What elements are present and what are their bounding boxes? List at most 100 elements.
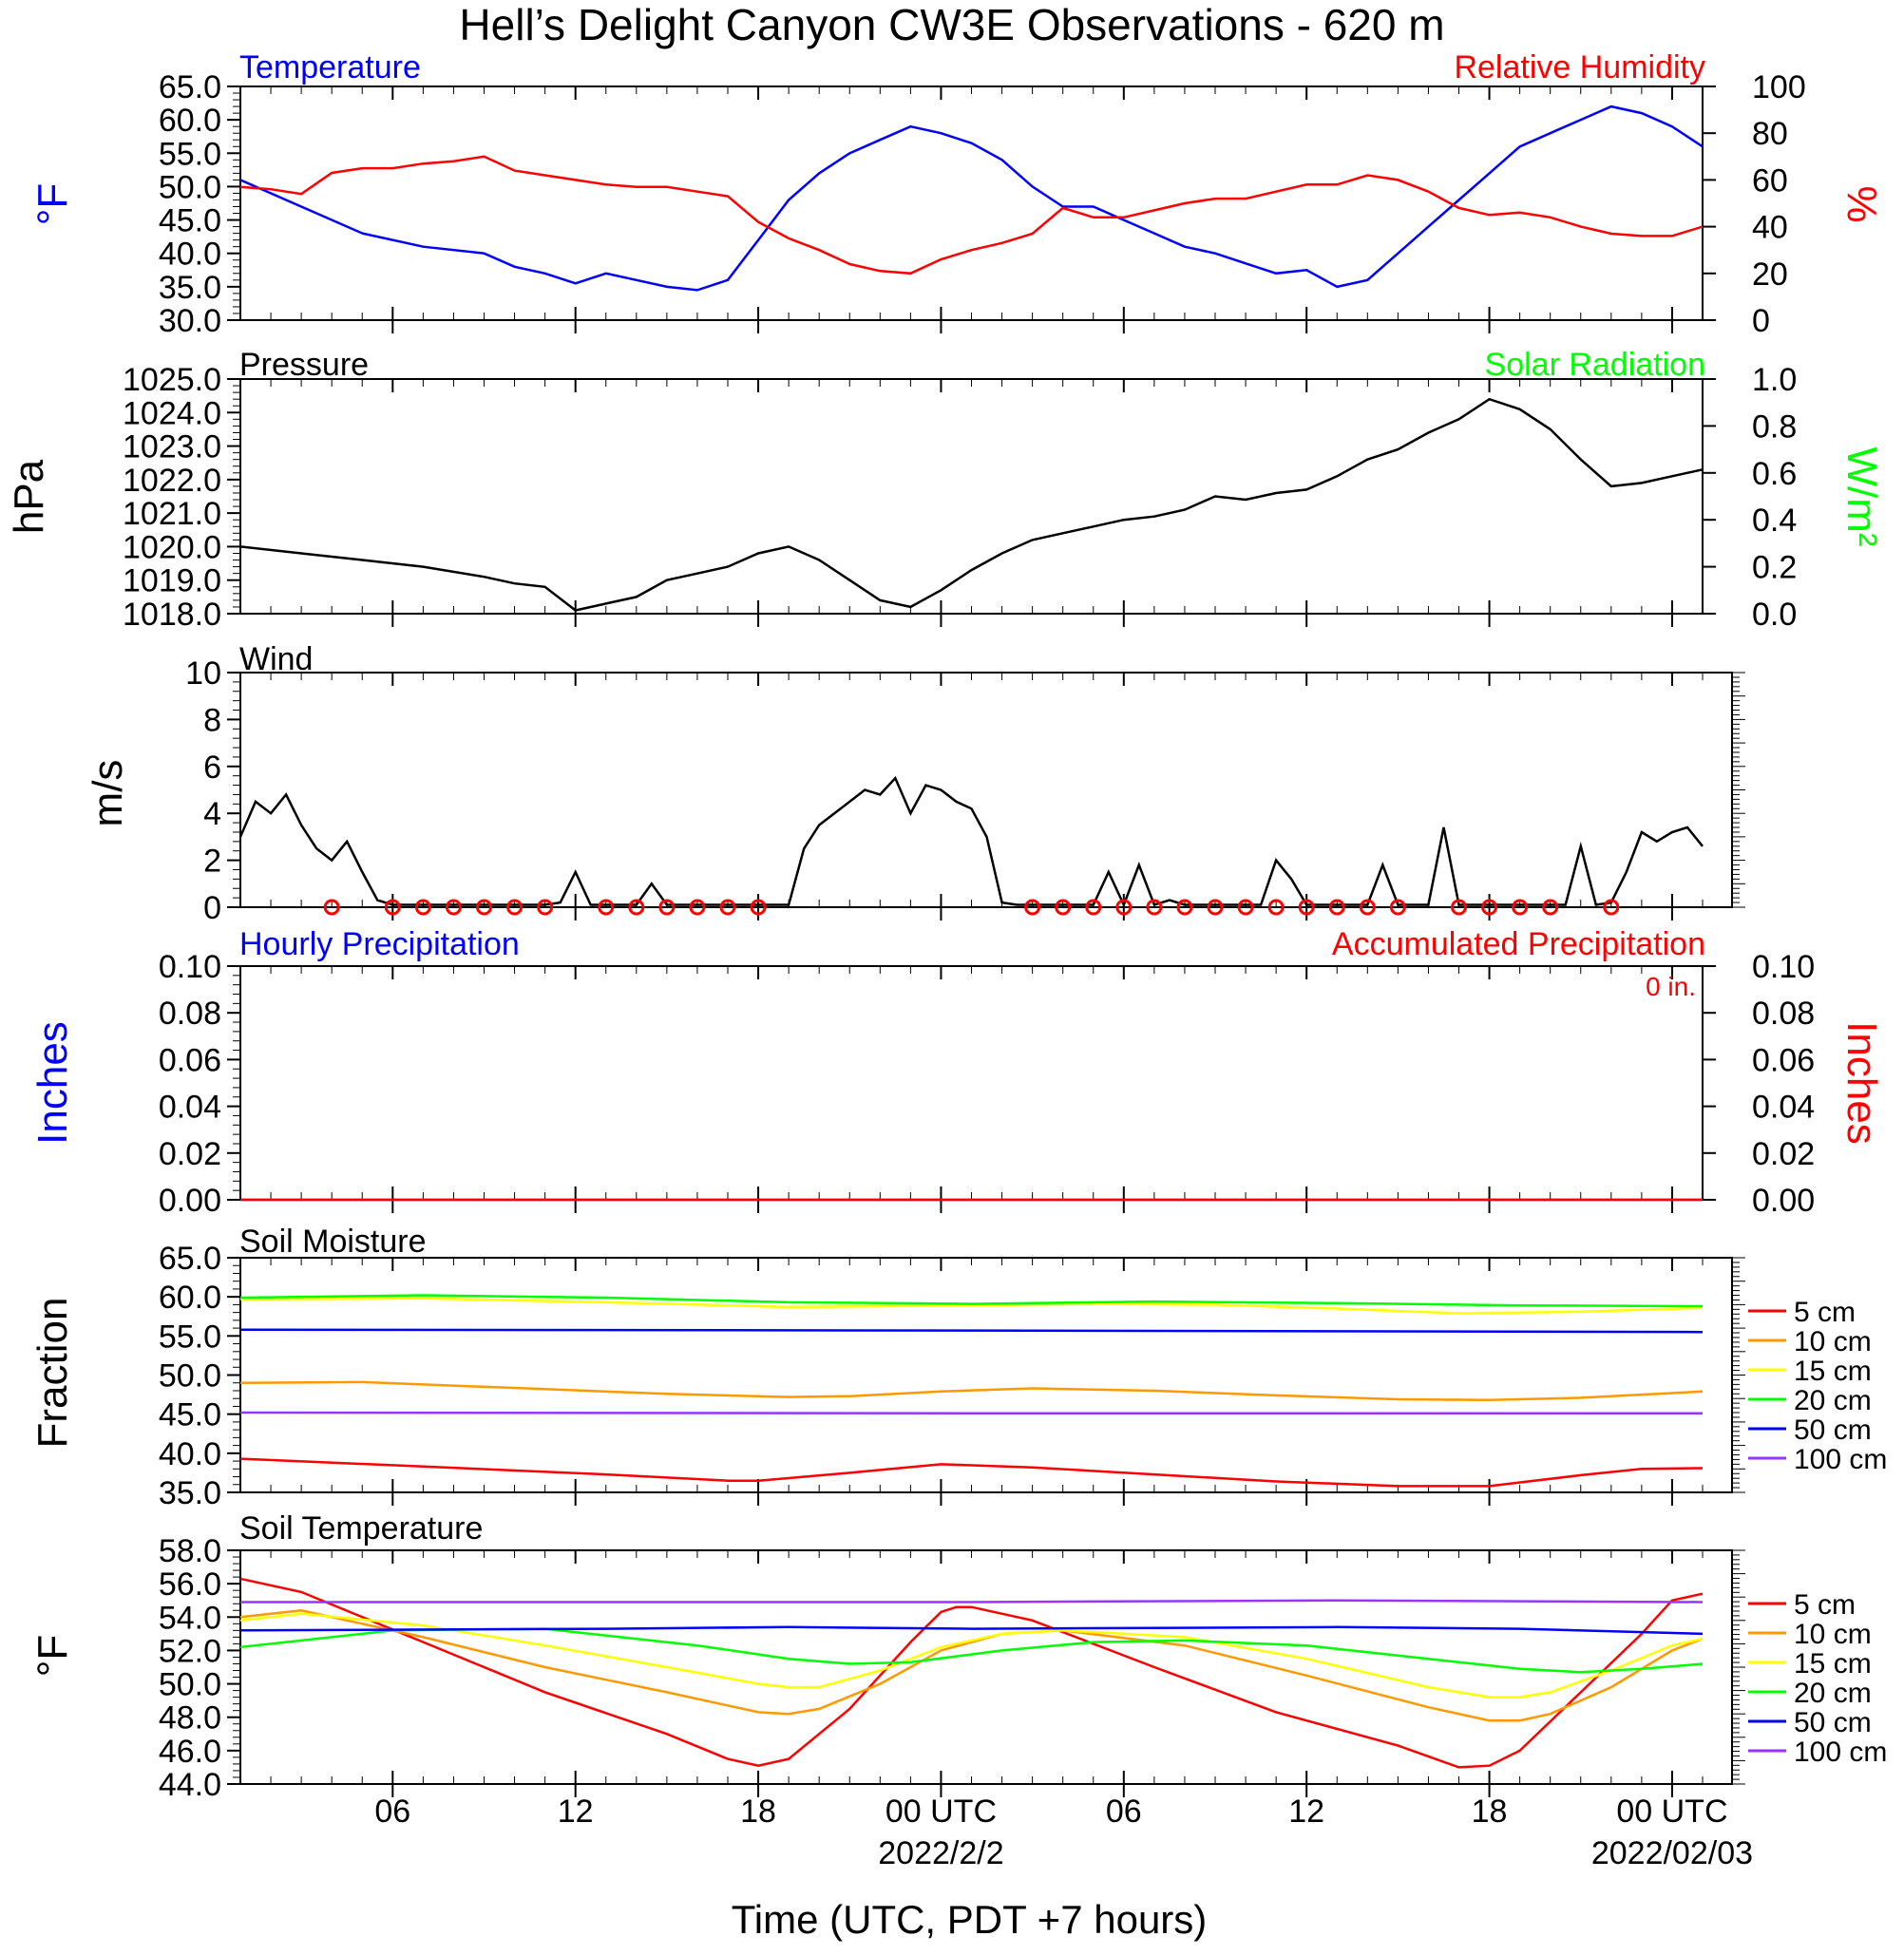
wind-calm-marker [1055,899,1072,916]
wind-calm-marker [1024,899,1041,916]
soil_moisture-frame [239,1257,1733,1493]
pressure-left-tick-label: 1019.0 [123,563,221,599]
temperature-left-tick-label: 35.0 [159,270,221,306]
soil_moisture-series-50-cm [239,1328,1704,1334]
precip-right-tick-label: 0.02 [1752,1136,1815,1172]
precip-left-tick-label: 0.06 [159,1042,221,1078]
temperature-right-tick-label: 100 [1752,69,1806,105]
wind-calm-marker [1298,899,1315,916]
wind-calm-marker [628,899,645,916]
soil_moisture-left-tick-label: 50.0 [159,1358,221,1395]
wind-calm-marker [414,899,431,916]
temperature-left-tick-label: 65.0 [159,69,221,105]
soil_moisture-legend-label: 10 cm [1794,1326,1872,1357]
wind-calm-marker [506,899,524,916]
wind-calm-marker [1451,899,1467,916]
soil_temperature-left-tick-label: 50.0 [159,1667,221,1703]
soil_temperature-legend-label: 15 cm [1794,1648,1872,1680]
temperature-series-relative-humidity [239,155,1704,275]
soil_moisture-legend-label: 15 cm [1794,1356,1872,1387]
soil_temperature-legend-label: 100 cm [1794,1737,1887,1768]
soil_moisture-series-5-cm [239,1457,1704,1488]
precip-right-tick-label: 0.08 [1752,996,1815,1032]
soil-moisture-unit: Fraction [29,1298,76,1449]
soil_moisture-left-tick-label: 55.0 [159,1319,221,1355]
soil_temperature-legend-label: 20 cm [1794,1678,1872,1709]
pressure-right-tick-label: 0.2 [1752,550,1797,586]
temperature-frame [239,85,1704,321]
precip-left-tick-label: 0.10 [159,949,221,985]
precip-right-tick-label: 0.10 [1752,949,1815,985]
soil_moisture-left-tick-label: 35.0 [159,1475,221,1511]
pressure-left-tick-label: 1020.0 [123,529,221,565]
soil_moisture-series-20-cm [239,1294,1704,1308]
wind-calm-marker [1542,899,1559,916]
wind-calm-marker [1389,899,1406,916]
temperature-right-tick-label: 60 [1752,162,1788,199]
soil_temperature-series-100-cm [240,1599,1704,1604]
wind-calm-marker [1085,899,1102,916]
wind-calm-marker [323,899,340,916]
wind-left-tick-label: 8 [203,702,221,738]
wind-title: Wind [239,641,313,677]
wind-calm-marker [537,899,554,916]
soil-moisture-title: Soil Moisture [239,1224,427,1260]
precip-right-tick-label: 0.00 [1752,1183,1815,1219]
soil_moisture-series-15-cm [239,1297,1704,1315]
precip-left-tick-label: 0.02 [159,1136,221,1172]
soil_moisture-left-tick-label: 45.0 [159,1397,221,1433]
soil_temperature-series-50-cm [239,1625,1704,1636]
soil_temperature-left-tick-label: 58.0 [159,1533,221,1569]
pressure-series-pressure [239,397,1704,612]
chart-title: Hell’s Delight Canyon CW3E Observations … [459,0,1444,49]
pressure-left-tick-label: 1025.0 [123,362,221,398]
soil_moisture-series-10-cm [239,1380,1704,1402]
pressure-right-tick-label: 1.0 [1752,362,1797,398]
x-date-label: 2022/02/03 [1591,1835,1753,1871]
wind-left-tick-label: 6 [203,750,221,786]
solar-title: Solar Radiation [1485,347,1705,383]
precip-right-tick-label: 0.04 [1752,1090,1815,1126]
wind-calm-marker [445,899,462,916]
temperature-left-tick-label: 40.0 [159,237,221,273]
pressure-left-tick-label: 1018.0 [123,597,221,633]
pressure-left-tick-label: 1021.0 [123,496,221,532]
temperature-right-tick-label: 0 [1752,303,1770,339]
wind-left-tick-label: 10 [185,655,221,692]
wind-calm-marker [1481,899,1498,916]
wind-calm-marker [1267,899,1285,916]
temperature-left-tick-label: 45.0 [159,203,221,239]
wind-calm-marker [1207,899,1224,916]
wind-unit: m/s [85,760,131,827]
humidity-title: Relative Humidity [1454,49,1705,85]
temperature-left-tick-label: 50.0 [159,169,221,205]
wind-left-tick-label: 4 [203,796,221,832]
wind-calm-marker [1115,899,1133,916]
x-tick-label: 06 [1106,1794,1142,1830]
soil-temperature-unit: °F [29,1635,76,1677]
pressure-right-tick-label: 0.8 [1752,408,1797,445]
precip-left-tick-label: 0.08 [159,996,221,1032]
x-tick-label: 00 UTC [885,1794,997,1830]
soil_moisture-left-tick-label: 65.0 [159,1241,221,1277]
wind-left-tick-label: 2 [203,844,221,880]
soil_moisture-legend-label: 20 cm [1794,1385,1872,1416]
soil_moisture-left-tick-label: 60.0 [159,1280,221,1316]
soil_temperature-left-tick-label: 54.0 [159,1600,221,1636]
pressure-left-tick-label: 1023.0 [123,429,221,465]
pressure-frame [239,378,1704,615]
accum-precip-unit: Inches [1838,1021,1885,1145]
wind-calm-marker [1328,899,1345,916]
hourly-precip-unit: Inches [29,1021,76,1145]
pressure-right-tick-label: 0.4 [1752,503,1797,539]
temperature-left-tick-label: 60.0 [159,103,221,139]
temperature-left-tick-label: 30.0 [159,303,221,339]
x-tick-label: 18 [1472,1794,1508,1830]
wind-calm-marker [1176,899,1193,916]
wind-calm-marker [384,899,401,916]
solar-unit: W/m² [1838,446,1885,546]
wind-calm-marker [1146,899,1163,916]
wind-calm-marker [1237,899,1254,916]
soil_temperature-series-20-cm [239,1627,1704,1674]
temperature-right-tick-label: 80 [1752,116,1788,152]
